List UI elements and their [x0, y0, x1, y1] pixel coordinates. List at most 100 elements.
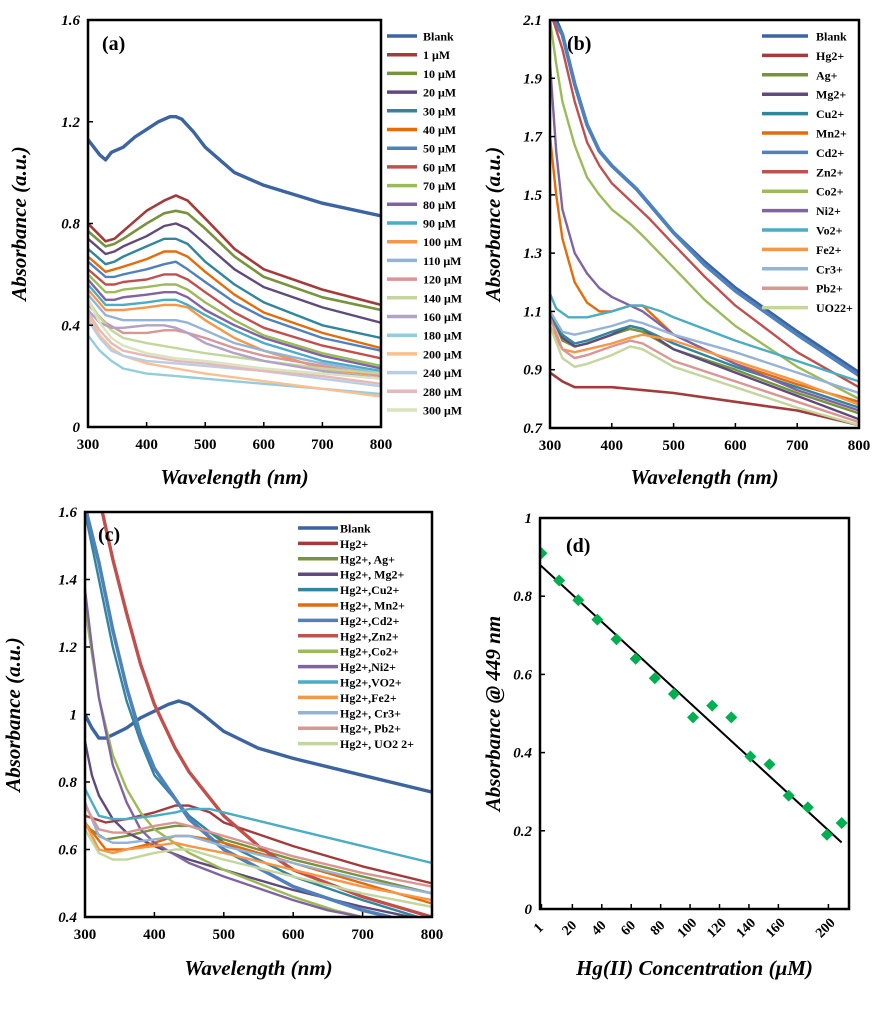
series-line-6: [85, 512, 393, 917]
series-line-10: [88, 283, 381, 373]
x-tick-label: 40: [589, 918, 610, 939]
series-line-11: [85, 821, 432, 902]
legend-label: 240 μM: [423, 366, 462, 380]
data-point-3: [591, 613, 604, 626]
data-point-1: [553, 574, 566, 587]
x-tick-label: 60: [619, 918, 640, 939]
legend-label: Fe2+: [816, 243, 842, 257]
panel-label: (b): [567, 33, 591, 55]
series-line-16: [88, 334, 381, 396]
series-line-12: [550, 310, 859, 395]
series-line-14: [550, 324, 859, 427]
legend-label: Hg2+,Cu2+: [340, 583, 400, 597]
legend-label: Pb2+: [816, 282, 843, 296]
x-tick-label: 80: [648, 918, 669, 939]
panel-label: (a): [102, 33, 125, 55]
x-tick-label: 400: [135, 437, 158, 453]
series-line-12: [88, 293, 381, 375]
x-axis-label: Wavelength (nm): [184, 956, 332, 980]
legend-label: UO22+: [816, 301, 853, 315]
x-tick-label: 700: [786, 438, 809, 454]
y-tick-label: 1.9: [523, 71, 542, 87]
x-tick-label: 700: [311, 437, 334, 453]
y-tick-label: 1.2: [58, 640, 77, 656]
series-line-8: [550, 20, 859, 401]
legend-label: Hg2+,Co2+: [340, 645, 399, 659]
y-tick-label: 0.6: [513, 667, 532, 683]
legend-label: 20 μM: [423, 86, 456, 100]
x-tick-label: 160: [763, 916, 788, 941]
series-line-3: [88, 222, 381, 324]
x-tick-label: 800: [848, 438, 871, 454]
legend-label: Hg2+,Cd2+: [340, 614, 400, 628]
legend-label: Zn2+: [816, 165, 844, 179]
x-tick-label: 20: [560, 918, 581, 939]
x-tick-label: 140: [734, 916, 759, 941]
legend-label: Hg2+, Pb2+: [340, 722, 401, 736]
legend: Blank Hg2+ Ag+ Mg2+ Cu2+ Mn2+ Cd2+ Zn2+ Co2+ Ni2+…: [762, 30, 853, 315]
legend-label: 70 μM: [423, 179, 456, 193]
series-line-3: [85, 740, 413, 917]
series-line-5: [88, 250, 381, 350]
legend-label: Hg2+, Mn2+: [340, 599, 405, 613]
plot-frame: [538, 516, 851, 911]
series-line-6: [88, 260, 381, 352]
legend-label: 120 μM: [423, 273, 462, 287]
panel-2: 0.4 0.6 0.8 1 1.2 1.4 1.6 300 400 500 600 700 800 Wav…: [1, 505, 443, 980]
y-tick-label: 1.4: [58, 573, 77, 589]
legend-label: Blank: [423, 30, 454, 44]
plot-area: [85, 512, 432, 917]
x-tick-label: 400: [143, 927, 166, 943]
series-line-7: [100, 512, 432, 917]
data-point-5: [629, 652, 642, 665]
y-tick-label: 0.7: [523, 421, 542, 437]
x-axis-label: Wavelength (nm): [630, 465, 778, 489]
series-line-13: [550, 316, 859, 424]
legend-label: Hg2+, Cr3+: [340, 706, 401, 720]
data-point-10: [725, 711, 738, 724]
legend-label: Cu2+: [816, 107, 844, 121]
series-line-15: [88, 308, 381, 380]
series-line-4: [88, 237, 381, 340]
series-line-17: [88, 313, 381, 398]
data-point-9: [706, 699, 719, 712]
legend-label: 50 μM: [423, 142, 456, 156]
series-line-20: [88, 298, 381, 380]
legend-label: Mg2+: [816, 88, 846, 102]
plot-frame: [548, 18, 861, 430]
x-tick-label: 600: [724, 438, 747, 454]
x-tick-label: 300: [77, 437, 100, 453]
y-tick-label: 0.2: [513, 824, 532, 840]
x-tick-label: 700: [351, 927, 374, 943]
x-tick-label: 400: [601, 438, 624, 454]
y-tick-label: 0.9: [523, 363, 542, 379]
x-axis-label: Hg(II) Concentration (μM): [575, 956, 813, 980]
plot-area: [88, 115, 381, 398]
data-point-14: [801, 801, 814, 814]
y-tick-label: 1.3: [523, 246, 542, 262]
y-tick-label: 0.6: [58, 843, 77, 859]
fit-line: [540, 564, 843, 844]
series-line-10: [550, 292, 859, 383]
y-tick-label: 1.2: [61, 115, 80, 131]
y-tick-label: 0.4: [58, 910, 77, 926]
series-line-6: [551, 20, 859, 378]
legend-label: Hg2+,Fe2+: [340, 691, 397, 705]
data-point-13: [782, 789, 795, 802]
legend-label: 180 μM: [423, 329, 462, 343]
y-tick-label: 0.4: [61, 318, 80, 334]
legend-label: Blank: [816, 30, 847, 44]
series-line-0: [85, 699, 432, 794]
x-tick-label: 120: [704, 916, 729, 941]
x-tick-label: 500: [194, 437, 217, 453]
x-tick-label: 500: [662, 438, 685, 454]
series-line-7: [88, 268, 381, 360]
data-point-4: [610, 633, 623, 646]
legend-label: 100 μM: [423, 235, 462, 249]
legend-label: Hg2+,Ni2+: [340, 660, 396, 674]
legend-label: Ag+: [816, 68, 838, 82]
data-point-12: [763, 758, 776, 771]
y-tick-label: 0.8: [61, 217, 80, 233]
legend-label: Mn2+: [816, 127, 847, 141]
